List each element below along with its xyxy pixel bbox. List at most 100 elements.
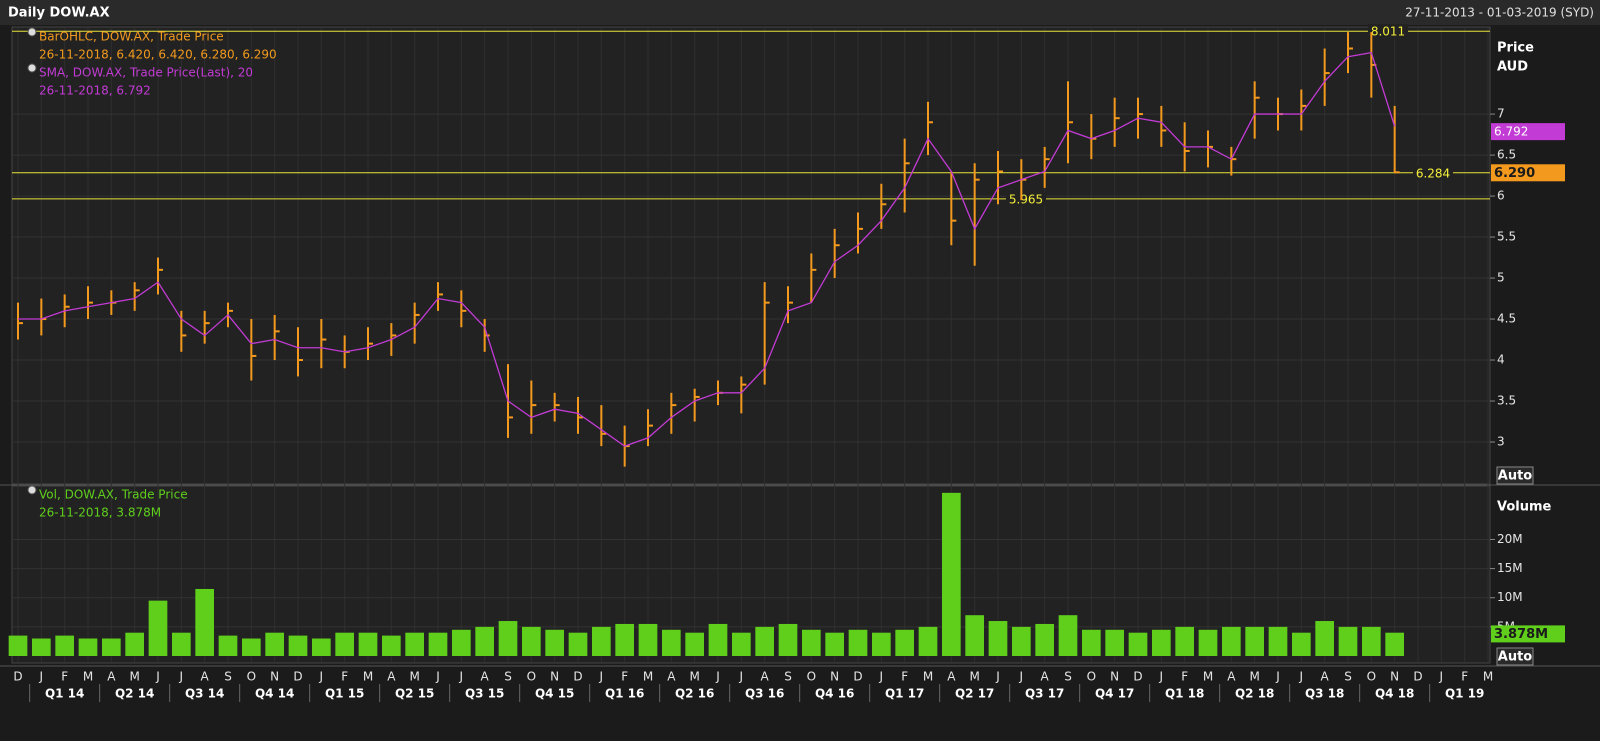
volume-bar bbox=[1175, 626, 1194, 656]
y-tick-label: 6 bbox=[1497, 189, 1505, 203]
month-label: J bbox=[1019, 670, 1024, 684]
volume-bar bbox=[1035, 623, 1054, 656]
volume-bar bbox=[942, 492, 961, 656]
quarter-label: Q3 15 bbox=[465, 687, 504, 701]
month-label: J bbox=[715, 670, 720, 684]
volume-bar bbox=[848, 629, 868, 656]
volume-bar bbox=[755, 626, 774, 656]
window-title: Daily DOW.AX bbox=[8, 6, 110, 21]
month-label: O bbox=[527, 670, 536, 684]
month-label: M bbox=[409, 670, 419, 684]
last-value-box bbox=[1491, 625, 1565, 643]
volume-bar bbox=[1245, 626, 1264, 656]
legend-name: BarOHLC, DOW.AX, Trade Price bbox=[39, 30, 224, 44]
volume-bar bbox=[1012, 626, 1031, 656]
volume-bar bbox=[475, 626, 494, 656]
month-label: J bbox=[1159, 670, 1164, 684]
month-label: N bbox=[550, 670, 559, 684]
quarter-label: Q2 18 bbox=[1235, 687, 1274, 701]
reference-label-bg bbox=[1006, 191, 1046, 206]
month-label: J bbox=[459, 670, 464, 684]
month-label: F bbox=[61, 670, 68, 684]
quarter-label: Q2 17 bbox=[955, 687, 994, 701]
month-label: M bbox=[83, 670, 93, 684]
volume-bar bbox=[125, 632, 144, 656]
volume-bar bbox=[662, 629, 681, 656]
month-label: J bbox=[599, 670, 604, 684]
month-label: O bbox=[247, 670, 256, 684]
quarter-label: Q1 18 bbox=[1165, 687, 1204, 701]
volume-bar bbox=[452, 629, 471, 656]
quarter-label: Q4 17 bbox=[1095, 687, 1134, 701]
month-label: J bbox=[435, 670, 440, 684]
volume-bar bbox=[265, 632, 284, 656]
last-value-label: 3.878M bbox=[1494, 627, 1548, 642]
volume-bar bbox=[148, 600, 168, 656]
volume-bar bbox=[55, 635, 74, 656]
quarter-label: Q4 15 bbox=[535, 687, 574, 701]
legend-icon bbox=[27, 27, 37, 37]
reference-label-bg bbox=[1413, 165, 1453, 180]
volume-bar bbox=[1082, 629, 1101, 656]
volume-bar bbox=[568, 632, 588, 656]
scale-mode[interactable]: Auto bbox=[1498, 650, 1533, 665]
quarter-label: Q4 14 bbox=[255, 687, 294, 701]
y-tick-label: 15M bbox=[1497, 561, 1523, 575]
volume-bar bbox=[102, 638, 121, 656]
volume-bar bbox=[382, 635, 401, 656]
volume-bar bbox=[778, 623, 798, 656]
volume-bar bbox=[522, 626, 541, 656]
month-label: N bbox=[830, 670, 839, 684]
price-panel bbox=[11, 26, 1491, 485]
month-label: A bbox=[1041, 670, 1050, 684]
month-label: D bbox=[293, 670, 302, 684]
month-label: N bbox=[1390, 670, 1399, 684]
month-label: J bbox=[155, 670, 160, 684]
month-label: O bbox=[1087, 670, 1096, 684]
date-range: 27-11-2013 - 01-03-2019 (SYD) bbox=[1405, 6, 1594, 20]
volume-bar bbox=[405, 632, 424, 656]
volume-bar bbox=[1362, 626, 1381, 656]
month-label: M bbox=[689, 670, 699, 684]
quarter-label: Q4 18 bbox=[1375, 687, 1414, 701]
volume-bar bbox=[1198, 629, 1218, 656]
volume-panel bbox=[11, 485, 1491, 664]
volume-bar bbox=[988, 621, 1008, 656]
legend-icon bbox=[27, 485, 37, 495]
y-axis-title: Price bbox=[1497, 41, 1534, 56]
month-label: J bbox=[179, 670, 184, 684]
y-tick-label: 5.5 bbox=[1497, 230, 1516, 244]
month-label: A bbox=[1321, 670, 1330, 684]
month-label: M bbox=[1483, 670, 1493, 684]
sma-line bbox=[18, 51, 1396, 447]
last-value-box bbox=[1491, 123, 1565, 141]
y-tick-label: 10M bbox=[1497, 590, 1523, 604]
reference-label: 6.284 bbox=[1416, 166, 1450, 180]
volume-bar bbox=[825, 632, 844, 656]
volume-bar bbox=[358, 632, 378, 656]
month-label: F bbox=[901, 670, 908, 684]
scale-mode[interactable]: Auto bbox=[1498, 469, 1533, 484]
volume-bar bbox=[872, 632, 891, 656]
volume-bar bbox=[1385, 632, 1404, 656]
reference-label-bg bbox=[1368, 24, 1408, 39]
y-tick-label: 20M bbox=[1497, 532, 1523, 546]
y-tick-label: 5 bbox=[1497, 271, 1505, 285]
volume-bar bbox=[708, 623, 728, 656]
volume-bar bbox=[8, 635, 28, 656]
month-label: D bbox=[573, 670, 582, 684]
month-label: M bbox=[969, 670, 979, 684]
reference-label: 8.011 bbox=[1371, 25, 1405, 39]
month-label: J bbox=[739, 670, 744, 684]
month-label: S bbox=[224, 670, 232, 684]
y-tick-label: 3 bbox=[1497, 435, 1505, 449]
month-label: A bbox=[481, 670, 490, 684]
month-label: M bbox=[1203, 670, 1213, 684]
volume-bar bbox=[498, 621, 518, 656]
quarter-label: Q3 17 bbox=[1025, 687, 1064, 701]
volume-bar bbox=[335, 632, 354, 656]
month-label: D bbox=[13, 670, 22, 684]
month-label: O bbox=[1367, 670, 1376, 684]
volume-bar bbox=[1152, 629, 1171, 656]
